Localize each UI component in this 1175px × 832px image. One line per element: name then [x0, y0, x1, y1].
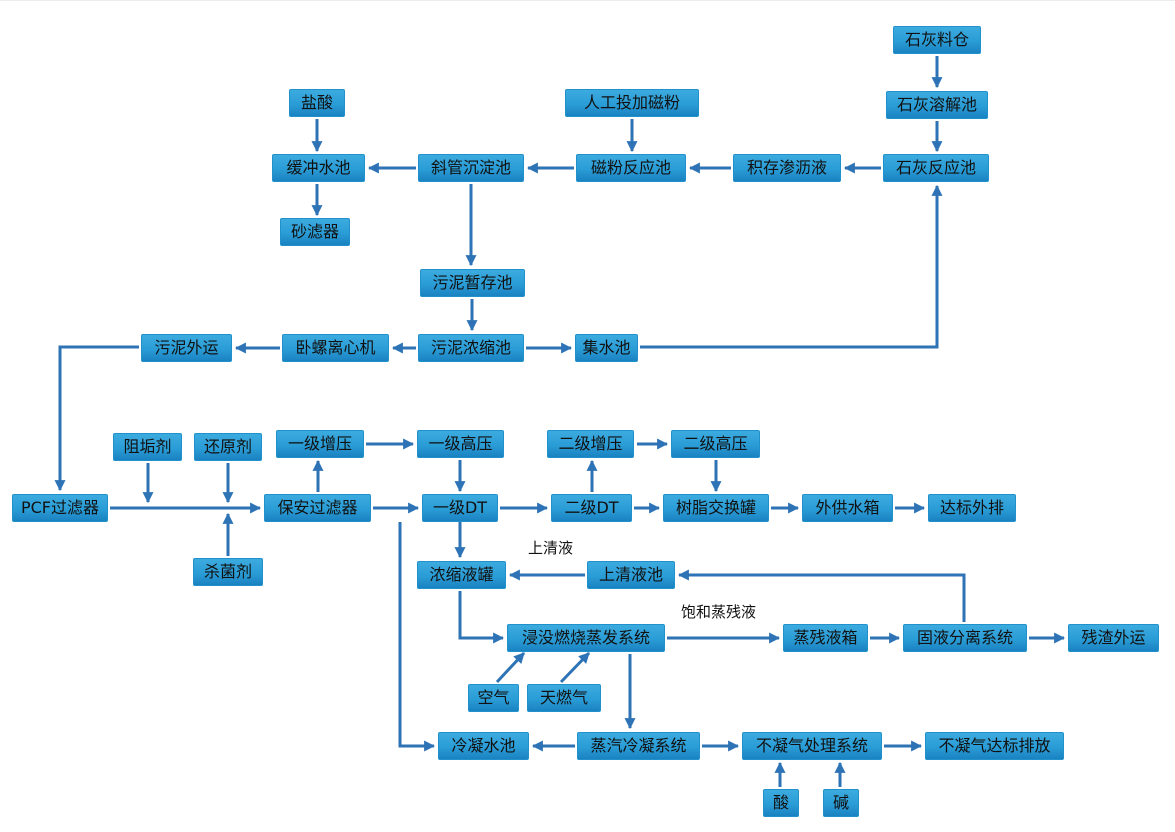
edge-concentrate-tank-sie-system [458, 591, 505, 644]
node-residue-tank: 蒸残液箱 [783, 624, 868, 652]
node-acid: 酸 [763, 789, 799, 817]
node-decanter: 卧螺离心机 [282, 334, 389, 362]
node-resin-tank: 树脂交换罐 [663, 494, 769, 522]
node-magnetic-react: 磁粉反应池 [576, 154, 686, 182]
node-reductant: 还原剂 [194, 433, 262, 461]
node-antiscalant: 阻垢剂 [113, 433, 182, 461]
edge-label-supernatant-pool-concentrate-tank: 上清液 [528, 539, 574, 557]
edge-security-filter-condensate-pool [398, 522, 436, 752]
node-hcl: 盐酸 [289, 89, 345, 117]
node-sludge-thicken: 污泥浓缩池 [418, 334, 524, 362]
edge-air-sie-system [495, 651, 526, 684]
node-biocide: 杀菌剂 [193, 558, 263, 586]
node-booster2: 二级增压 [547, 430, 634, 458]
node-sludge-out: 污泥外运 [141, 334, 232, 362]
node-inclined-settler: 斜管沉淀池 [418, 154, 524, 182]
node-ncg-discharge: 不凝气达标排放 [925, 732, 1064, 760]
node-dt2: 二级DT [551, 494, 632, 522]
node-air: 空气 [468, 684, 519, 712]
edge-solid-liquid-sep-supernatant-pool [677, 569, 966, 622]
node-hp2: 二级高压 [671, 430, 760, 458]
node-sludge-temp: 污泥暂存池 [420, 269, 525, 297]
edge-natural-gas-sie-system [559, 651, 591, 684]
node-condensate-pool: 冷凝水池 [438, 732, 529, 760]
node-alkali: 碱 [823, 789, 859, 817]
node-lime-dissolve: 石灰溶解池 [886, 91, 988, 119]
edge-collect-pool-lime-react [640, 184, 943, 349]
node-stored-leachate: 积存渗沥液 [733, 154, 841, 182]
node-manual-magnetic: 人工投加磁粉 [565, 89, 699, 117]
node-pcf-filter: PCF过滤器 [12, 494, 108, 522]
node-collect-pool: 集水池 [575, 334, 638, 362]
node-security-filter: 保安过滤器 [264, 494, 371, 522]
edge-sludge-out-pcf-filter [54, 345, 139, 492]
node-booster1: 一级增压 [276, 430, 364, 458]
node-supply-tank: 外供水箱 [802, 494, 893, 522]
node-dt1: 一级DT [422, 494, 498, 522]
node-natural-gas: 天燃气 [527, 684, 601, 712]
node-lime-silo: 石灰料仓 [893, 26, 981, 54]
node-steam-condense: 蒸汽冷凝系统 [577, 732, 700, 760]
node-supernatant-pool: 上清液池 [587, 561, 675, 589]
node-concentrate-tank: 浓缩液罐 [417, 561, 506, 589]
node-lime-react: 石灰反应池 [883, 154, 989, 182]
node-sand-filter: 砂滤器 [280, 218, 350, 246]
node-sie-system: 浸没燃烧蒸发系统 [507, 624, 665, 652]
node-residue-out: 残渣外运 [1068, 624, 1159, 652]
node-buffer-pool: 缓冲水池 [272, 154, 365, 182]
edge-label-sie-system-residue-tank: 饱和蒸残液 [681, 603, 757, 621]
node-hp1: 一级高压 [417, 430, 504, 458]
node-solid-liquid-sep: 固液分离系统 [903, 624, 1027, 652]
node-discharge: 达标外排 [928, 494, 1016, 522]
node-ncg-treat: 不凝气处理系统 [742, 732, 882, 760]
